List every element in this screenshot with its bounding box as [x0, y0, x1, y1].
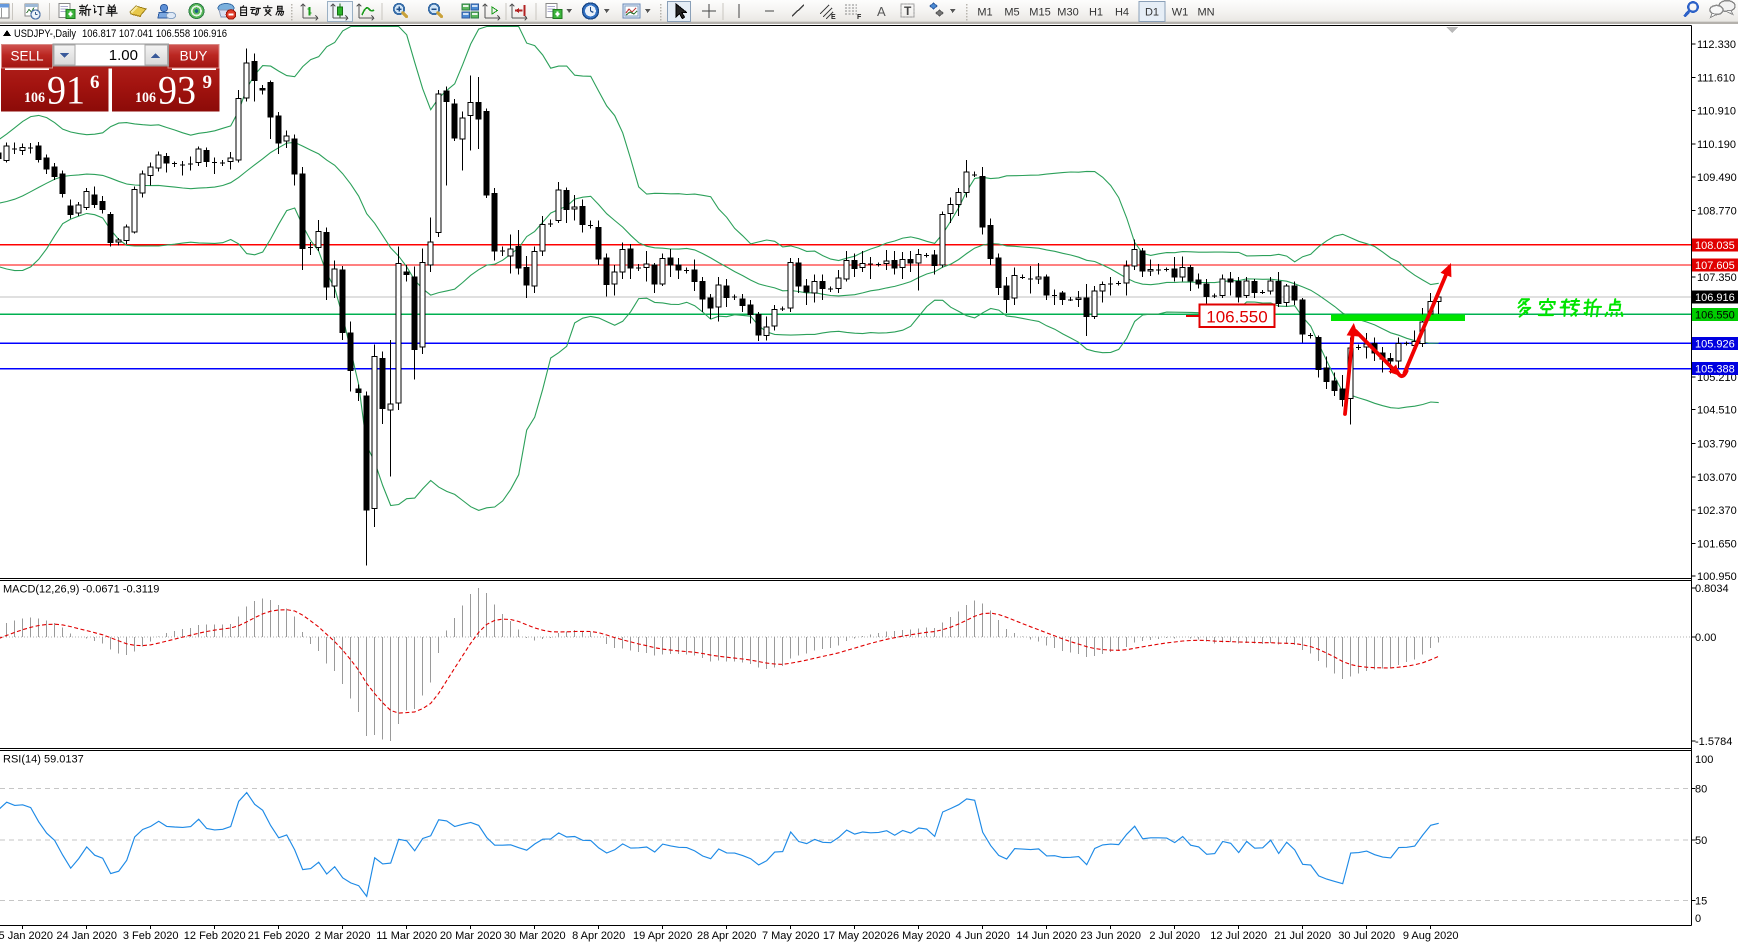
svg-text:23 Jun 2020: 23 Jun 2020: [1080, 930, 1141, 942]
svg-text:M1: M1: [977, 7, 992, 19]
svg-text:105.926: 105.926: [1695, 338, 1735, 350]
svg-text:80: 80: [1695, 784, 1707, 796]
svg-text:91: 91: [47, 68, 85, 113]
svg-text:103.070: 103.070: [1697, 472, 1737, 484]
svg-text:9: 9: [203, 72, 213, 93]
svg-text:11 Mar 2020: 11 Mar 2020: [376, 930, 437, 942]
svg-text:19 Apr 2020: 19 Apr 2020: [633, 930, 692, 942]
svg-text:20 Mar 2020: 20 Mar 2020: [440, 930, 502, 942]
svg-text:2 Mar 2020: 2 Mar 2020: [315, 930, 371, 942]
svg-text:USDJPY-,Daily: USDJPY-,Daily: [14, 28, 76, 40]
svg-text:26 May 2020: 26 May 2020: [887, 930, 951, 942]
svg-text:15 Jan 2020: 15 Jan 2020: [0, 930, 53, 942]
svg-text:102.370: 102.370: [1697, 505, 1737, 517]
svg-text:108.770: 108.770: [1697, 205, 1737, 217]
svg-text:A: A: [877, 4, 886, 19]
svg-text:17 May 2020: 17 May 2020: [823, 930, 887, 942]
svg-text:M15: M15: [1029, 7, 1050, 19]
svg-text:MACD(12,26,9) -0.0671 -0.3119: MACD(12,26,9) -0.0671 -0.3119: [3, 584, 159, 596]
svg-text:7 May 2020: 7 May 2020: [762, 930, 819, 942]
svg-text:104.510: 104.510: [1697, 405, 1737, 417]
svg-text:106: 106: [24, 90, 45, 106]
svg-text:15: 15: [1695, 896, 1707, 908]
svg-text:9 Aug 2020: 9 Aug 2020: [1403, 930, 1459, 942]
svg-text:21 Jul 2020: 21 Jul 2020: [1274, 930, 1331, 942]
svg-text:109.490: 109.490: [1697, 172, 1737, 184]
svg-text:107.605: 107.605: [1695, 260, 1735, 272]
svg-text:H1: H1: [1089, 7, 1103, 19]
svg-text:108.035: 108.035: [1695, 240, 1735, 252]
svg-text:50: 50: [1695, 835, 1707, 847]
svg-text:3 Feb 2020: 3 Feb 2020: [123, 930, 179, 942]
svg-text:112.330: 112.330: [1697, 39, 1736, 51]
svg-text:105.388: 105.388: [1695, 364, 1735, 376]
svg-text:106.817 107.041 106.558 106.91: 106.817 107.041 106.558 106.916: [82, 28, 227, 40]
svg-text:M30: M30: [1057, 7, 1078, 19]
svg-text:8 Apr 2020: 8 Apr 2020: [572, 930, 625, 942]
svg-text:1.00: 1.00: [109, 47, 138, 64]
svg-text:30 Mar 2020: 30 Mar 2020: [504, 930, 566, 942]
svg-text:M5: M5: [1004, 7, 1019, 19]
svg-text:28 Apr 2020: 28 Apr 2020: [697, 930, 756, 942]
svg-text:F: F: [857, 14, 862, 21]
svg-text:RSI(14) 59.0137: RSI(14) 59.0137: [3, 754, 84, 766]
svg-text:14 Jun 2020: 14 Jun 2020: [1016, 930, 1077, 942]
svg-text:103.790: 103.790: [1697, 438, 1737, 450]
svg-text:93: 93: [158, 68, 196, 113]
svg-text:30 Jul 2020: 30 Jul 2020: [1338, 930, 1395, 942]
svg-text:T: T: [904, 4, 912, 18]
svg-text:MN: MN: [1197, 7, 1214, 19]
svg-text:100: 100: [1695, 754, 1713, 766]
svg-text:106.916: 106.916: [1695, 292, 1735, 304]
svg-text:0.00: 0.00: [1695, 632, 1716, 644]
svg-text:24 Jan 2020: 24 Jan 2020: [56, 930, 117, 942]
svg-text:6: 6: [90, 72, 100, 93]
svg-text:2 Jul 2020: 2 Jul 2020: [1149, 930, 1200, 942]
svg-text:100.950: 100.950: [1697, 571, 1737, 583]
svg-text:-1.5784: -1.5784: [1695, 736, 1732, 748]
svg-text:W1: W1: [1172, 7, 1189, 19]
svg-text:106.550: 106.550: [1206, 308, 1267, 327]
svg-text:0: 0: [1695, 913, 1701, 925]
svg-text:106.550: 106.550: [1695, 309, 1735, 321]
svg-text:12 Feb 2020: 12 Feb 2020: [184, 930, 246, 942]
svg-text:106: 106: [135, 90, 156, 106]
svg-text:107.350: 107.350: [1697, 272, 1737, 284]
svg-text:4 Jun 2020: 4 Jun 2020: [955, 930, 1009, 942]
svg-text:110.190: 110.190: [1697, 139, 1736, 151]
svg-text:110.910: 110.910: [1697, 105, 1736, 117]
svg-text:12 Jul 2020: 12 Jul 2020: [1210, 930, 1267, 942]
svg-text:21 Feb 2020: 21 Feb 2020: [248, 930, 310, 942]
svg-text:H4: H4: [1115, 7, 1129, 19]
svg-text:D1: D1: [1145, 7, 1159, 19]
svg-text:0.8034: 0.8034: [1695, 583, 1729, 595]
svg-text:111.610: 111.610: [1697, 73, 1735, 85]
svg-text:101.650: 101.650: [1697, 538, 1737, 550]
svg-text:BUY: BUY: [180, 49, 208, 64]
svg-text:E: E: [831, 14, 836, 21]
svg-text:SELL: SELL: [10, 49, 44, 64]
